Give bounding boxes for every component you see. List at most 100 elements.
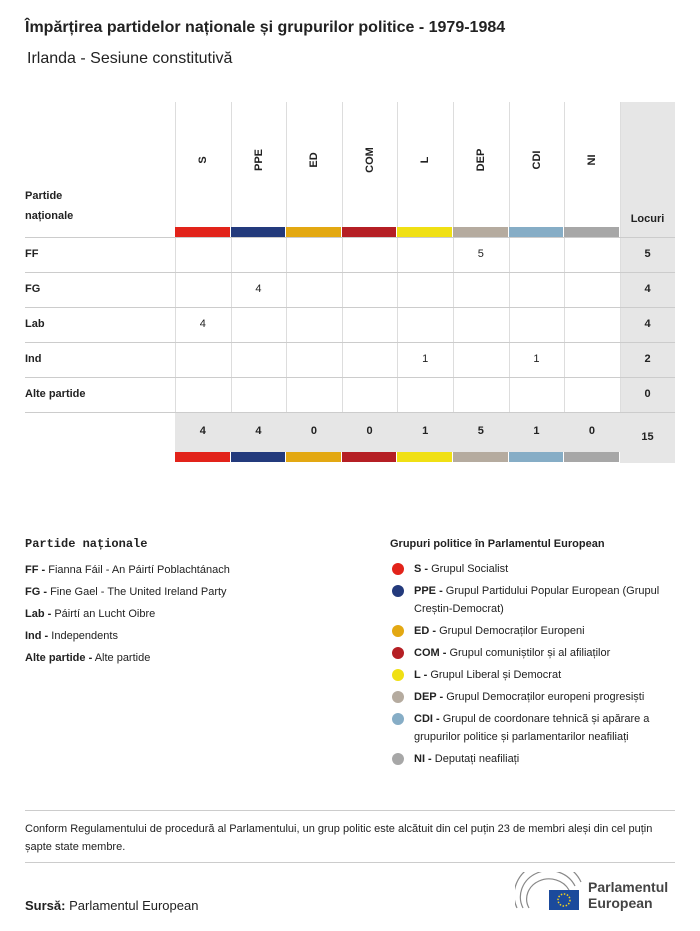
legend-item: PPE - Grupul Partidului Popular European… [390, 582, 680, 618]
color-bar [341, 452, 397, 462]
color-bar [341, 227, 397, 237]
column-line [619, 102, 621, 412]
source-text: Parlamentul European [69, 898, 199, 913]
row-label: Alte partide [25, 388, 86, 400]
color-bar [230, 227, 286, 237]
row-total: 0 [644, 388, 651, 400]
title: Împărțirea partidelor naționale și grupu… [25, 19, 506, 36]
legend-dot [392, 563, 404, 575]
group-header: CDI [530, 150, 543, 170]
legend-label: ED - [414, 625, 436, 637]
logo-text: Parlamentul European [588, 879, 668, 911]
totals-row-bg [175, 412, 620, 452]
note: Conform Regulamentului de procedură al P… [25, 823, 653, 853]
color-bar [175, 452, 230, 462]
color-bar [453, 227, 508, 237]
cell: 5 [477, 248, 484, 260]
color-bar [508, 452, 564, 462]
legend-label: L - [414, 669, 428, 681]
column-total: 1 [533, 425, 540, 437]
row-total: 4 [644, 283, 651, 295]
legend-label: NI - [414, 753, 432, 765]
row-label: FG [25, 283, 41, 295]
grand-total: 15 [641, 431, 654, 443]
row-line [25, 412, 675, 413]
column-total: 0 [366, 425, 373, 437]
legend-item: FG - Fine Gael - The United Ireland Part… [25, 583, 365, 601]
legend-label: Ind - [25, 630, 49, 642]
legend-heading: Partide naționale [25, 537, 148, 551]
legend-name: Grupul Democraților Europeni [439, 625, 585, 637]
legend-name: Grupul de coordonare tehnică și apărare … [414, 713, 650, 743]
row-total: 2 [644, 353, 651, 365]
logo-line: Parlamentul [588, 879, 669, 895]
legend-name: Alte partide [94, 652, 151, 664]
source-label: Sursă: [25, 898, 66, 913]
legend-label: CDI - [414, 713, 440, 725]
legend-name: Grupul Socialist [431, 563, 509, 575]
legend-label: DEP - [414, 691, 444, 703]
color-bar [286, 452, 341, 462]
total-label: Locuri [630, 213, 665, 225]
legend-item: L - Grupul Liberal și Democrat [390, 666, 680, 684]
legend-name: Grupul comuniștilor și al afiliaților [449, 647, 611, 659]
column-line [175, 102, 176, 412]
total-column-bg [620, 102, 675, 463]
legend-name: Fine Gael - The United Ireland Party [50, 586, 227, 598]
legend-item: COM - Grupul comuniștilor și al afiliați… [390, 644, 680, 662]
group-header: L [419, 156, 432, 164]
legend-item: Lab - Páirtí an Lucht Oibre [25, 605, 365, 623]
legend-label: FG - [25, 586, 47, 598]
legend-dot [392, 713, 404, 725]
legend-item: Alte partide - Alte partide [25, 649, 365, 667]
legend-dot [392, 585, 404, 597]
legend-label: Alte partide - [25, 652, 93, 664]
row-line [25, 342, 675, 343]
group-header: NI [585, 154, 598, 166]
national-legend: Partide naționale FF - Fianna Fáil - An … [25, 537, 365, 671]
legend-dot [392, 625, 404, 637]
row-label: FF [25, 248, 39, 260]
row-total: 5 [644, 248, 651, 260]
legend-item: CDI - Grupul de coordonare tehnică și ap… [390, 710, 680, 746]
column-line [564, 102, 566, 412]
legend-label: FF - [25, 564, 46, 576]
legend-label: Lab - [25, 608, 52, 620]
legend-name: Grupul Liberal și Democrat [430, 669, 562, 681]
legend-label: PPE - [414, 585, 443, 597]
legend-item: DEP - Grupul Democraților europeni progr… [390, 688, 680, 706]
cell: 1 [533, 353, 540, 365]
row-total: 4 [644, 318, 651, 330]
column-total: 1 [422, 425, 429, 437]
column-line [286, 102, 288, 412]
column-total: 0 [588, 425, 596, 437]
column-line [230, 102, 232, 412]
color-bar [397, 227, 452, 237]
group-header: DEP [474, 148, 487, 172]
legend-item: S - Grupul Socialist [390, 560, 680, 578]
column-total: 0 [310, 425, 318, 437]
source: Sursă: Parlamentul European [25, 898, 198, 913]
row-label: Lab [25, 318, 45, 330]
legend-name: Fianna Fáil - An Páirtí Poblachtánach [48, 564, 230, 576]
color-bar [508, 227, 564, 237]
legend-dot [392, 669, 404, 681]
cell: 4 [199, 318, 206, 330]
color-bar [230, 452, 286, 462]
column-line [397, 102, 399, 412]
column-line [453, 102, 454, 412]
logo-line: European [588, 895, 653, 911]
column-line [508, 102, 510, 412]
color-bar [397, 452, 452, 462]
subtitle: Irlanda - Sesiune constitutivă [27, 50, 233, 67]
legend-label: S - [414, 563, 429, 575]
group-header: COM [363, 147, 376, 173]
legend-dot [392, 753, 404, 765]
row-line [25, 307, 675, 308]
row-label: Ind [25, 353, 42, 365]
column-total: 4 [199, 425, 206, 437]
logo-icon [515, 872, 582, 910]
row-line [25, 272, 675, 273]
column-total: 4 [255, 425, 262, 437]
